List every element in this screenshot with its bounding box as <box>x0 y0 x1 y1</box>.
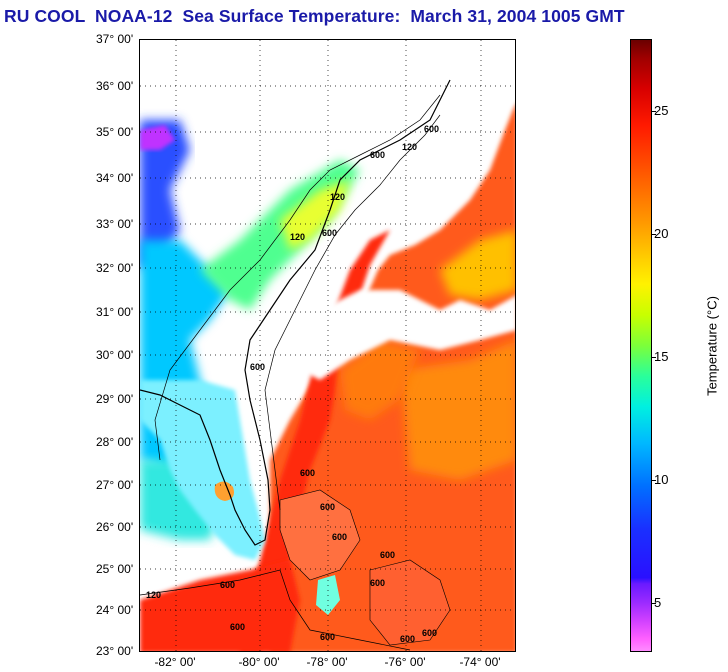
lat-label: 36° 00' <box>96 79 134 93</box>
lon-label: -78° 00' <box>306 655 348 669</box>
gulf-stream-south <box>140 560 300 651</box>
bahamas-bank <box>279 489 361 581</box>
lake-okeechobee <box>214 481 234 501</box>
cloud-north <box>180 40 515 150</box>
colorbar-label: 10 <box>654 472 669 487</box>
contour-label: 120 <box>146 590 161 600</box>
lat-label: 26° 00' <box>96 520 134 534</box>
lat-label: 37° 00' <box>96 32 134 46</box>
contour-label: 600 <box>380 550 395 560</box>
contour-label: 600 <box>422 628 437 638</box>
contour-label: 600 <box>250 362 265 372</box>
contour-120 <box>154 94 441 461</box>
gulf-stream <box>240 230 390 651</box>
orange-patches <box>340 340 420 420</box>
cold-shelf-north <box>140 120 190 270</box>
contour-label: 120 <box>290 232 305 242</box>
colorbar-tick <box>652 234 656 235</box>
colorbar-tick <box>652 357 656 358</box>
contour-south <box>140 569 411 651</box>
contour-label: 600 <box>332 532 347 542</box>
sst-map: 600 120 600 120 600 120 600 600 600 600 … <box>139 39 516 652</box>
colorbar-title: Temperature (°C) <box>704 296 720 396</box>
lon-label: -76° 00' <box>384 655 426 669</box>
lon-label: -80° 00' <box>238 655 280 669</box>
contour-label: 600 <box>320 632 335 642</box>
colorbar-label: 25 <box>654 103 669 118</box>
cloud-band <box>290 290 515 380</box>
contour-label: 600 <box>400 634 415 644</box>
lat-label: 29° 00' <box>96 392 134 406</box>
sst-map-image: 600 120 600 120 600 120 600 600 600 600 … <box>140 40 515 651</box>
lat-label: 32° 00' <box>96 261 134 275</box>
contour-label: 600 <box>230 622 245 632</box>
lat-label: 23° 00' <box>96 644 134 658</box>
florida-west-shelf <box>140 460 220 540</box>
colorbar-label: 20 <box>654 226 669 241</box>
contour-label: 600 <box>320 502 335 512</box>
lon-label: -74° 00' <box>459 655 501 669</box>
contour-label: 600 <box>424 124 439 134</box>
colorbar-tick <box>652 111 656 112</box>
contour-label: 600 <box>300 468 315 478</box>
magenta-patch <box>140 125 175 150</box>
lon-label: -82° 00' <box>154 655 196 669</box>
lat-label: 24° 00' <box>96 603 134 617</box>
yellow-shelf <box>280 180 350 250</box>
contour-label: 600 <box>220 580 235 590</box>
lat-label: 28° 00' <box>96 435 134 449</box>
lat-label: 31° 00' <box>96 305 134 319</box>
contour-label: 600 <box>370 578 385 588</box>
florida-land <box>140 380 265 560</box>
temperature-colorbar <box>630 39 652 652</box>
graticule <box>140 40 515 651</box>
contour-label: 600 <box>322 228 337 238</box>
colorbar-tick <box>652 603 656 604</box>
lat-label: 30° 00' <box>96 348 134 362</box>
lat-label: 27° 00' <box>96 478 134 492</box>
lat-label: 35° 00' <box>96 125 134 139</box>
colorbar-tick <box>652 480 656 481</box>
map-title: RU COOL NOAA-12 Sea Surface Temperature:… <box>4 6 625 26</box>
orange-band <box>400 340 515 480</box>
lat-label: 34° 00' <box>96 171 134 185</box>
bahamas-bank-south <box>369 559 451 646</box>
contour-label: 120 <box>330 192 345 202</box>
colorbar-label: 15 <box>654 349 669 364</box>
coastline <box>140 79 451 546</box>
lat-label: 25° 00' <box>96 562 134 576</box>
lat-label: 33° 00' <box>96 217 134 231</box>
contour-label: 120 <box>402 142 417 152</box>
yellow-patch <box>440 230 515 300</box>
contour-label: 600 <box>370 150 385 160</box>
contour-600 <box>264 114 441 511</box>
colorbar-label: 5 <box>654 595 662 610</box>
